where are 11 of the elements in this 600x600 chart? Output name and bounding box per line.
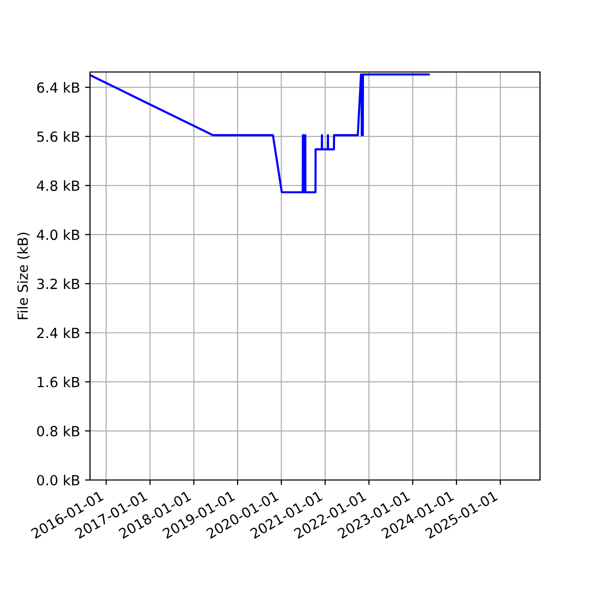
y-tick-label: 4.8 kB	[36, 180, 80, 191]
y-tick-label: 3.2 kB	[37, 278, 80, 290]
y-tick-label: 0.8 kB	[37, 426, 80, 436]
y-axis-title: File Size (kB)	[17, 232, 30, 320]
y-tick-label: 2.4 kB	[37, 327, 80, 338]
y-tick-label: 4.0 kB	[36, 229, 80, 240]
y-tick-label: 5.6 kB	[37, 131, 80, 142]
y-tick-label: 1.6 kB	[38, 376, 80, 388]
y-tick-label: 6.4 kB	[37, 82, 80, 93]
line-series	[90, 73, 430, 194]
y-tick-label: 0.0 kB	[37, 474, 80, 486]
